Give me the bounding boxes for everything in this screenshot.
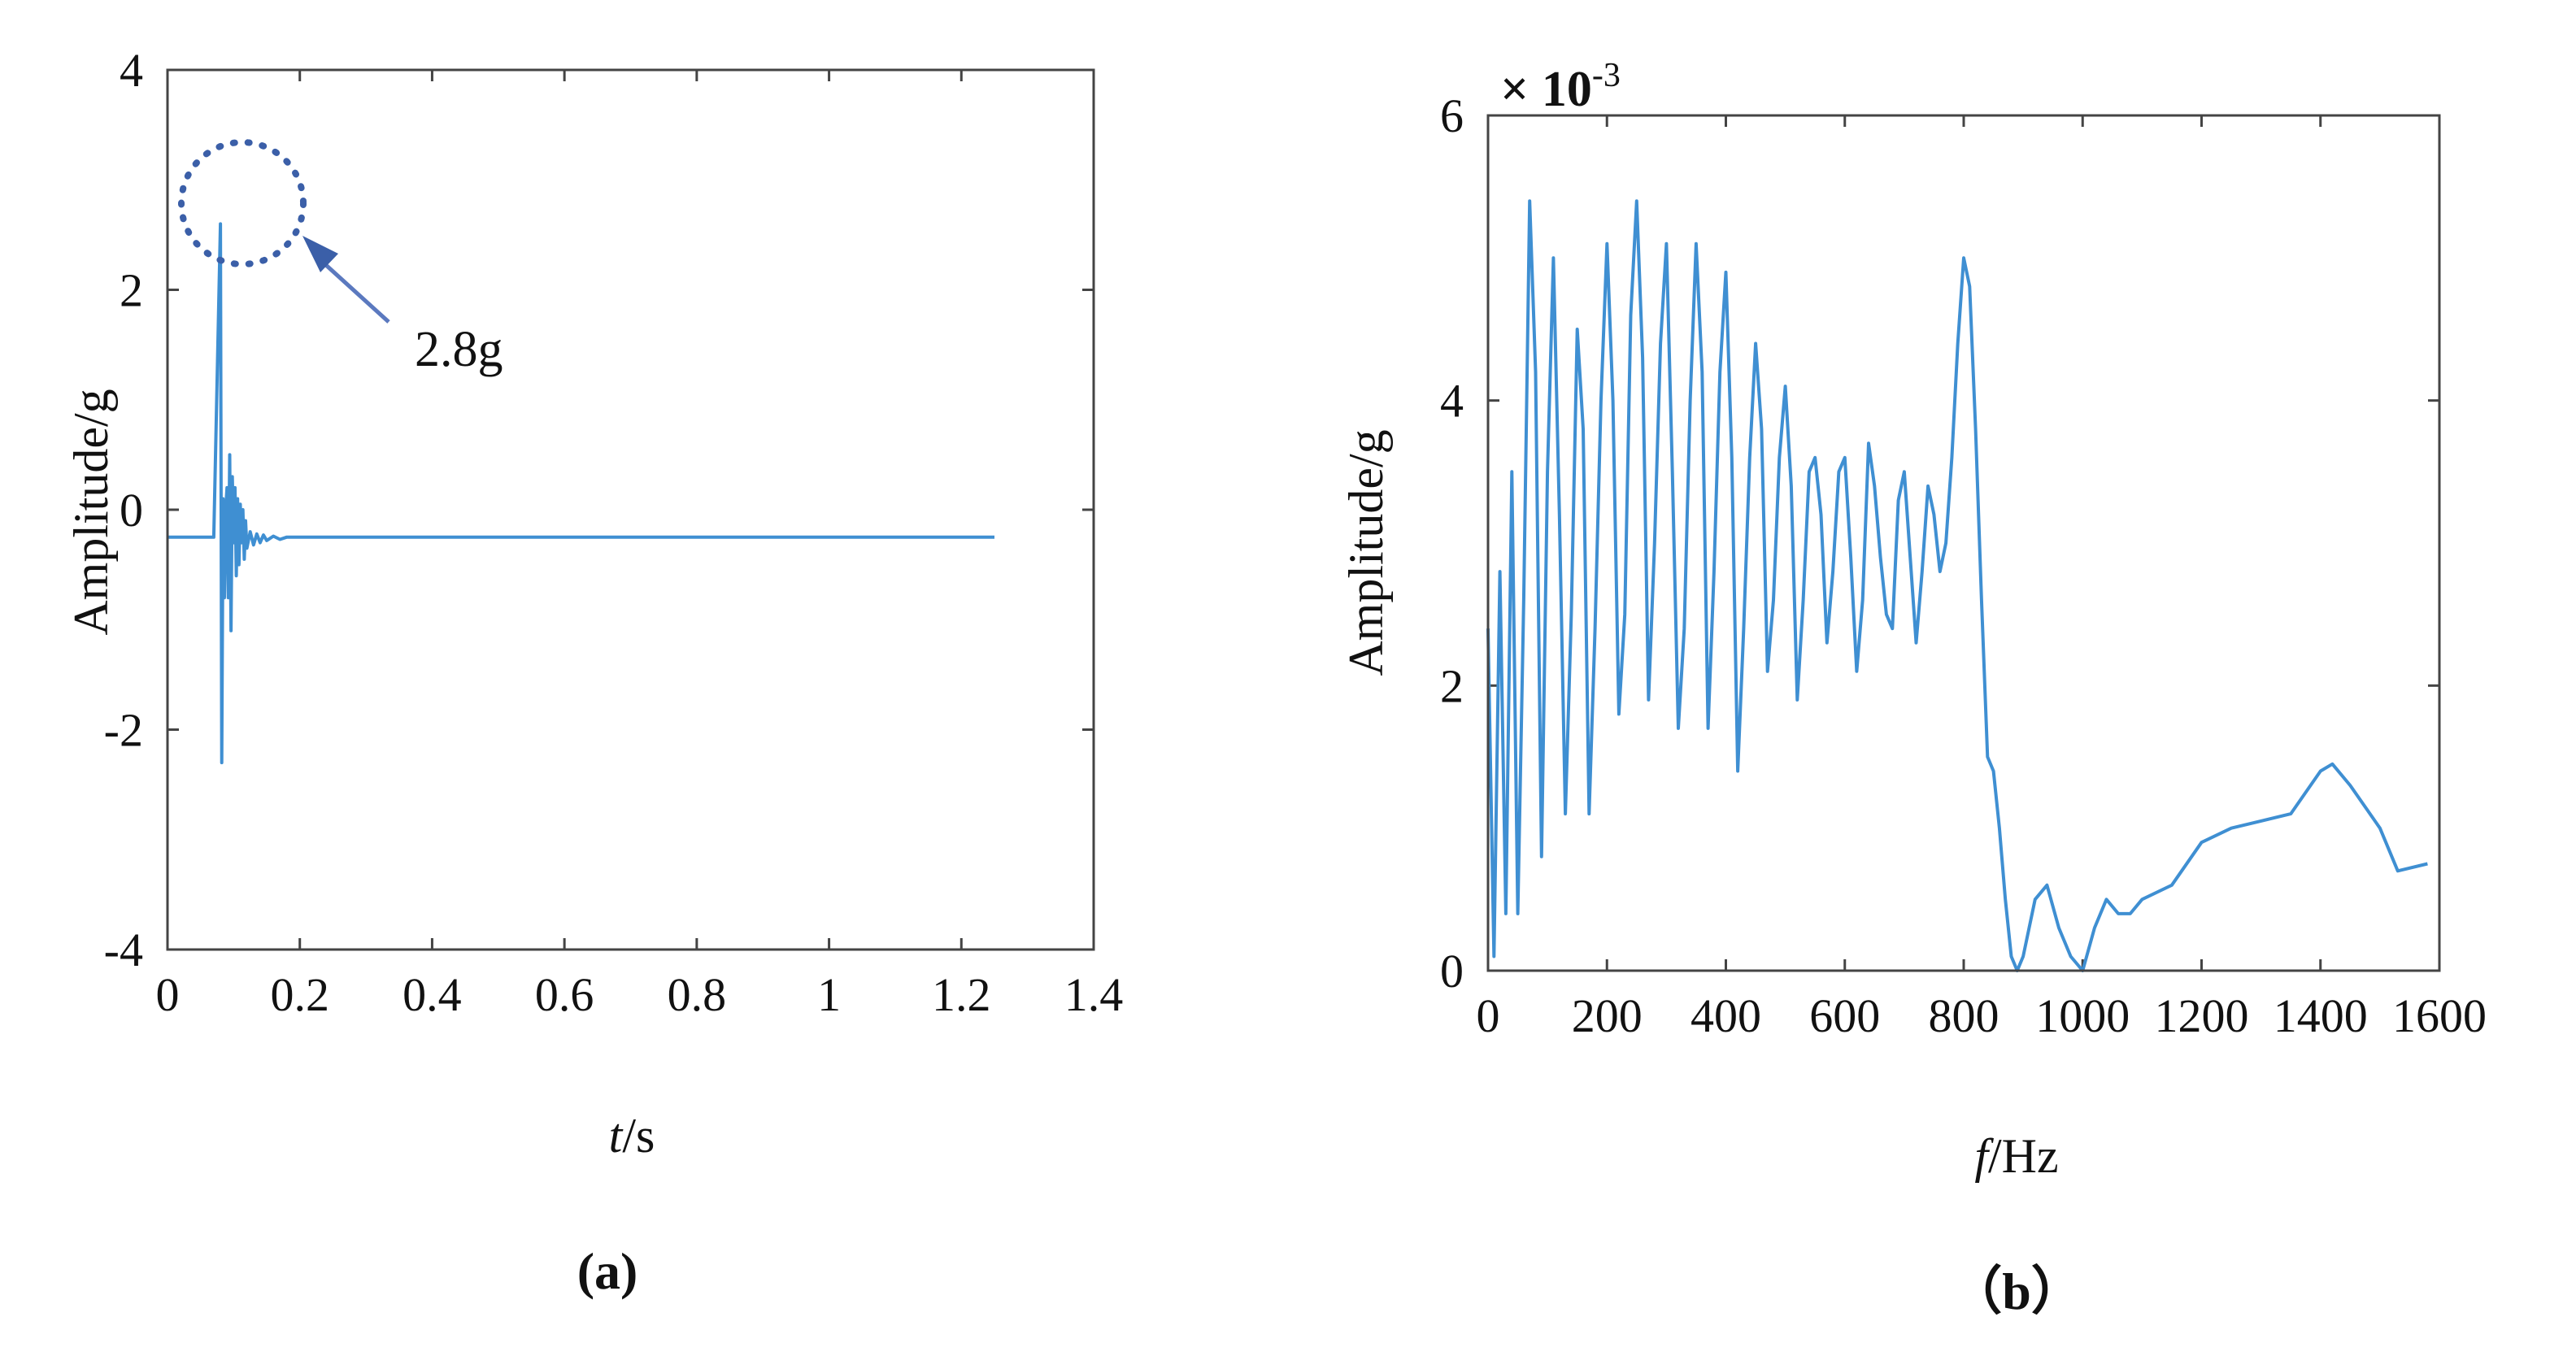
a-xtick-label: 1.4: [1064, 968, 1124, 1021]
b-ytick-labels: 6 4 2 0: [1440, 89, 1464, 997]
chart-panel-b: 6 4 2 0 0 200 400 600 800 1000 1200 1400 1600 × 10-…: [1339, 57, 2487, 1320]
a-ytick-label: 0: [120, 484, 143, 537]
a-annotation-arrowhead: [302, 236, 338, 272]
a-xtick-label: 0.2: [270, 968, 329, 1021]
b-yscale-exponent: -3: [1592, 57, 1621, 94]
a-plot-frame: [166, 68, 1095, 951]
a-xlabel-unit: /s: [622, 1109, 655, 1163]
b-panel-label: （b）: [1950, 1263, 2083, 1320]
b-xtick-label: 1400: [2274, 989, 2368, 1042]
b-xtick-label: 400: [1690, 989, 1761, 1042]
b-xlabel: f/Hz: [1974, 1129, 2058, 1183]
b-xtick-label: 1600: [2392, 989, 2487, 1042]
a-annotation-label: 2.8g: [415, 322, 503, 377]
a-xtick-label: 1: [817, 968, 841, 1021]
a-xlabel: t/s: [609, 1109, 655, 1163]
b-series-line: [1486, 199, 2428, 972]
a-xtick-label: 0.4: [402, 968, 462, 1021]
a-xtick-label: 1.2: [932, 968, 991, 1021]
b-ytick-label: 2: [1440, 659, 1464, 712]
b-yscale-base: × 10: [1500, 62, 1592, 117]
chart-panel-a: 4 2 0 -2 -4 0 0.2 0.4 0.6 0.8 1 1.2 1.4 2.8g Amplit…: [64, 44, 1123, 1300]
a-xlabel-var: t: [609, 1109, 624, 1163]
a-annotation-arrow: [317, 257, 390, 324]
b-yscale-label: × 10-3: [1500, 57, 1621, 117]
b-ytick-label: 4: [1440, 375, 1464, 428]
b-xtick-label: 200: [1572, 989, 1643, 1042]
a-ytick-label: 4: [120, 44, 143, 97]
a-ytick-labels: 4 2 0 -2 -4: [104, 44, 143, 976]
b-tick-marks: [1486, 114, 2441, 972]
a-ytick-label: -4: [104, 924, 143, 976]
a-xtick-label: 0.8: [668, 968, 727, 1021]
b-ytick-label: 0: [1440, 945, 1464, 997]
b-xtick-label: 0: [1477, 989, 1500, 1042]
b-xtick-labels: 0 200 400 600 800 1000 1200 1400 1600: [1477, 989, 2487, 1042]
b-xtick-label: 600: [1809, 989, 1880, 1042]
a-series-line: [168, 222, 994, 765]
a-annotation-circle: [178, 139, 307, 267]
a-xtick-labels: 0 0.2 0.4 0.6 0.8 1 1.2 1.4: [156, 968, 1124, 1021]
b-ytick-label: 6: [1440, 89, 1464, 142]
a-xtick-label: 0.6: [535, 968, 594, 1021]
a-xtick-label: 0: [156, 968, 180, 1021]
a-panel-label: (a): [577, 1242, 638, 1300]
a-ytick-label: 2: [120, 264, 143, 317]
b-plot-frame: [1486, 114, 2441, 972]
a-ylabel: Amplitude/g: [64, 389, 118, 635]
a-ytick-label: -2: [104, 704, 143, 757]
b-xlabel-unit: /Hz: [1988, 1129, 2059, 1183]
b-xtick-label: 1200: [2155, 989, 2249, 1042]
b-xtick-label: 1000: [2035, 989, 2130, 1042]
b-xtick-label: 800: [1929, 989, 1999, 1042]
b-ylabel: Amplitude/g: [1339, 429, 1393, 676]
